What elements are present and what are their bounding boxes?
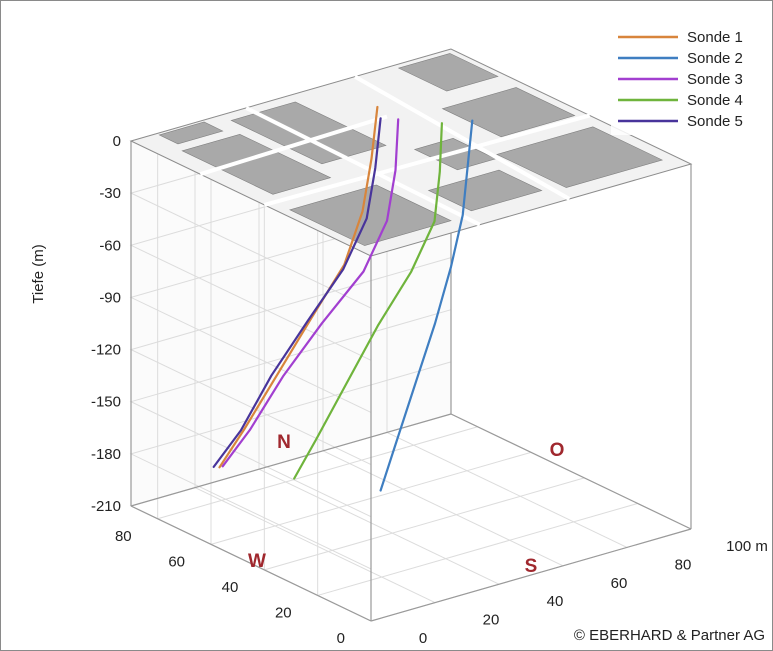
compass-south: S — [525, 556, 538, 577]
x-tick-label: 100 m — [726, 538, 768, 555]
grid-line-floor — [258, 468, 500, 585]
legend-label: Sonde 5 — [687, 113, 743, 130]
map-road — [199, 114, 388, 177]
map-building — [158, 121, 224, 145]
z-tick-label: -210 — [91, 498, 121, 515]
grid-line-floor — [194, 487, 436, 604]
map-building — [496, 126, 664, 188]
map-building — [230, 101, 387, 165]
y-axis-ticks: 0 20 40 60 80 — [115, 528, 345, 647]
series-line-2 — [379, 119, 474, 492]
legend-label: Sonde 3 — [687, 71, 743, 88]
series-line-3 — [221, 118, 400, 468]
series-line-5 — [212, 117, 382, 468]
z-tick-label: -150 — [91, 394, 121, 411]
map-surface — [129, 48, 693, 257]
grid-line-floor — [386, 431, 628, 548]
z-tick-label: 0 — [113, 133, 121, 150]
map-road — [354, 74, 571, 201]
map-building — [289, 184, 452, 246]
copyright-credit: © EBERHARD & Partner AG — [574, 627, 765, 644]
z-axis-ticks: 0 -30 -60 -90 -120 -150 -180 -210 — [91, 133, 121, 515]
legend-label: Sonde 4 — [687, 92, 743, 109]
y-tick-label: 0 — [337, 630, 345, 647]
y-tick-label: 20 — [275, 604, 292, 621]
map-road — [263, 113, 591, 207]
x-tick-label: 80 — [675, 556, 692, 573]
x-tick-label: 40 — [547, 593, 564, 610]
box-edge-front-right — [370, 528, 692, 622]
y-tick-label: 40 — [222, 579, 239, 596]
y-tick-label: 60 — [168, 553, 185, 570]
box-edge-floor-east — [450, 413, 692, 530]
map-building — [397, 53, 499, 92]
x-tick-label: 0 — [419, 630, 427, 647]
map-building — [181, 133, 332, 195]
grid-line-floor — [317, 502, 638, 596]
x-tick-label: 20 — [483, 612, 500, 629]
legend-label: Sonde 1 — [687, 29, 743, 46]
z-tick-label: -120 — [91, 342, 121, 359]
grid-line-floor — [264, 477, 585, 571]
z-tick-label: -180 — [91, 446, 121, 463]
compass-west: W — [248, 551, 266, 572]
y-tick-label: 80 — [115, 528, 132, 545]
z-tick-label: -30 — [99, 185, 121, 202]
grid-line-floor — [322, 450, 564, 567]
series-line-4 — [293, 122, 443, 480]
x-tick-label: 60 — [611, 575, 628, 592]
compass-east: O — [550, 440, 565, 461]
map-road — [245, 106, 481, 227]
map-building — [441, 87, 576, 138]
box-edge-floor-north — [130, 413, 452, 507]
legend-label: Sonde 2 — [687, 50, 743, 67]
series-lines — [212, 105, 474, 492]
x-axis-ticks: 0 20 40 60 80 100 m — [419, 538, 768, 647]
z-tick-label: -90 — [99, 289, 121, 306]
compass-north: N — [277, 432, 291, 453]
map-building — [427, 169, 543, 212]
z-axis-title: Tiefe (m) — [30, 244, 47, 303]
box-edge-front-left — [130, 505, 372, 622]
grid-line-floor — [157, 426, 478, 520]
chart-legend: Sonde 1 Sonde 2 Sonde 3 Sonde 4 Sonde 5 — [611, 25, 763, 135]
z-tick-label: -60 — [99, 237, 121, 254]
